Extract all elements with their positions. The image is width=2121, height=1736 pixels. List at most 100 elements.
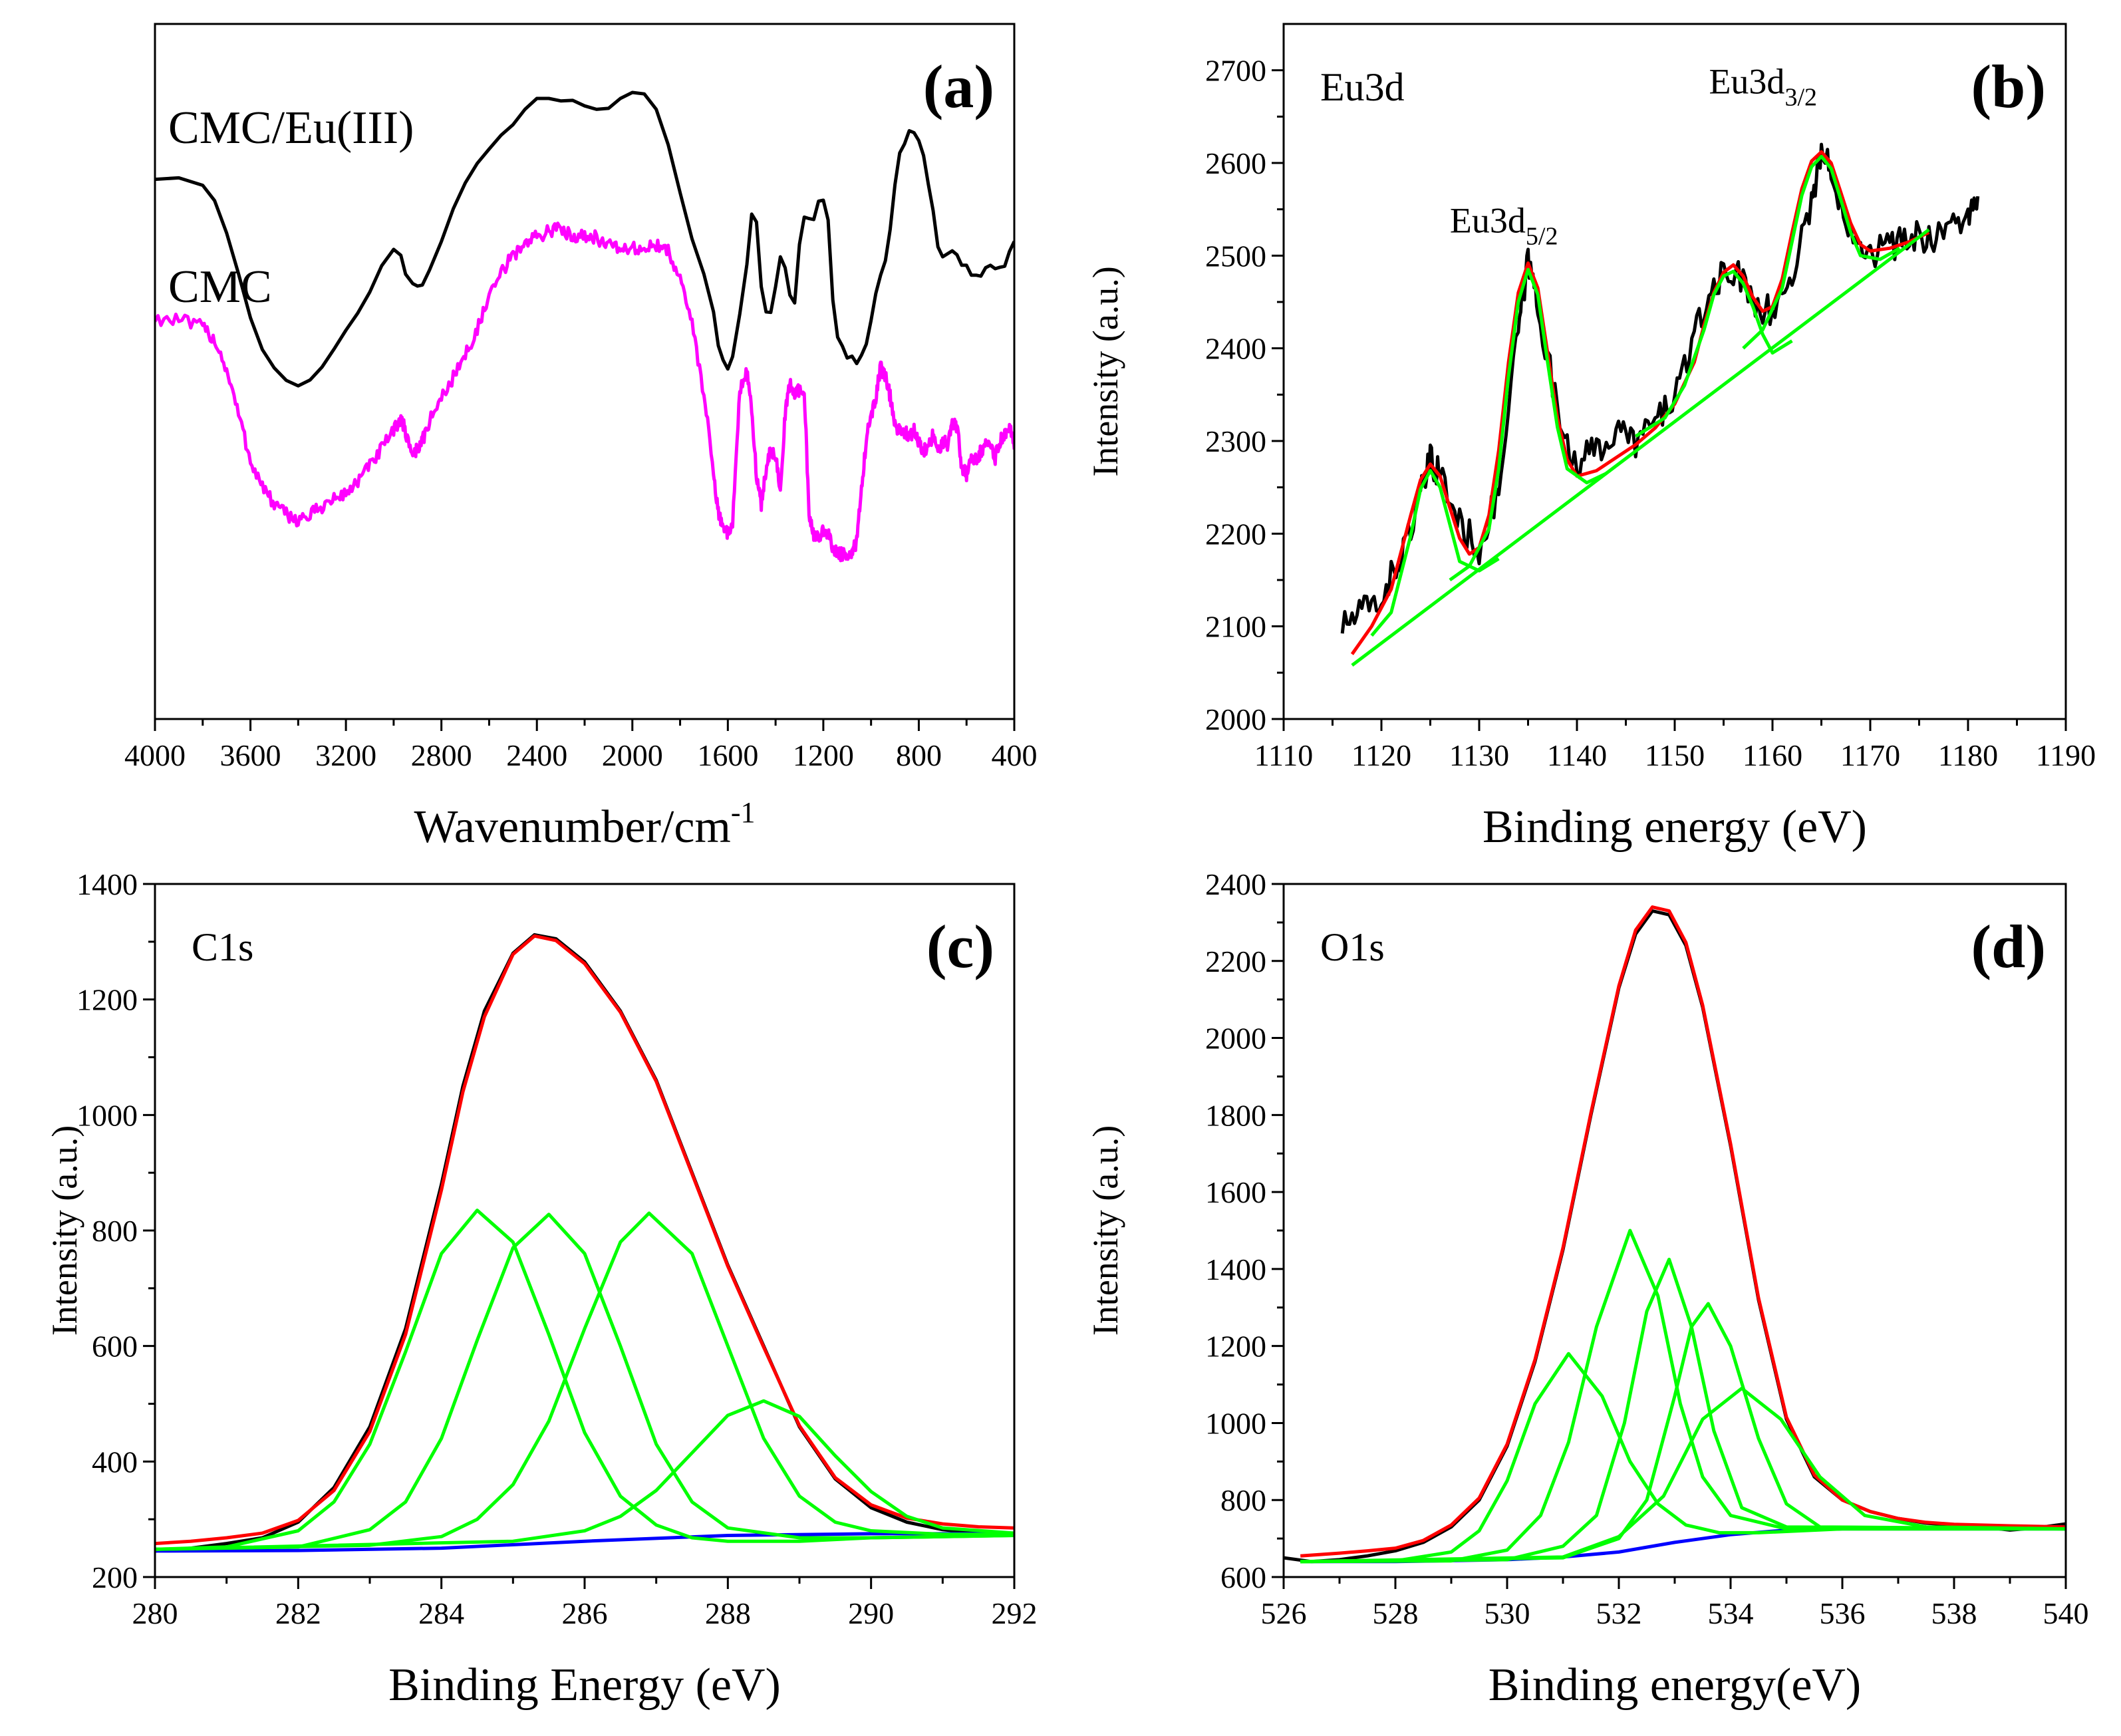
y-tick-label: 200	[92, 1560, 138, 1594]
x-tick-label: 534	[1708, 1596, 1754, 1630]
panel-c-chart: 280 282 284 286 288 290 292 200 400 600 800 1000 120…	[45, 867, 1038, 1711]
y-tick-label: 2200	[1205, 944, 1266, 978]
annotation-subscript: 3/2	[1784, 84, 1817, 112]
y-tick-label: 1200	[1205, 1330, 1266, 1364]
series-line-baseline	[155, 1532, 1014, 1553]
series-line-cmc	[155, 221, 1014, 563]
y-tick-label: 2000	[1205, 702, 1266, 736]
y-tick-label: 400	[92, 1445, 138, 1479]
x-tick-label: 282	[275, 1596, 321, 1630]
x-tick-label: 400	[992, 738, 1038, 772]
series-line-component-285-5	[155, 1213, 1014, 1551]
annotation-subscript: 5/2	[1526, 223, 1558, 251]
series-group	[155, 90, 1014, 563]
y-tick-label: 600	[92, 1330, 138, 1364]
x-tick-label: 2800	[411, 738, 472, 772]
x-tick-label: 284	[418, 1596, 464, 1630]
x-tick-label: 1140	[1547, 738, 1607, 772]
y-tick-label: 1400	[76, 867, 138, 901]
x-tick-label: 4000	[124, 738, 186, 772]
y-tick-label: 1200	[76, 983, 138, 1017]
panel-label: (c)	[926, 913, 994, 980]
series-line-component-288-5	[155, 1399, 1014, 1551]
panel-title: O1s	[1320, 925, 1385, 969]
x-tick-label: 1190	[2036, 738, 2096, 772]
x-axis-title: Binding Energy (eV)	[388, 1660, 781, 1711]
y-tick-label: 800	[1220, 1483, 1266, 1517]
series-line-cmc-eu-iii-	[155, 90, 1014, 388]
series-group	[1284, 905, 2066, 1564]
series-line-component-534-2	[1300, 1386, 2066, 1564]
x-tick-label: 288	[705, 1596, 751, 1630]
x-tick-label: 536	[1820, 1596, 1866, 1630]
series-line-fit-envelope	[1350, 150, 1930, 655]
x-tick-label: 290	[848, 1596, 894, 1630]
x-axis-title-sup: -1	[731, 796, 756, 829]
x-tick-label: 530	[1485, 1596, 1530, 1630]
x-tick-label: 1160	[1743, 738, 1802, 772]
series-line-component-532-9	[1300, 1257, 2066, 1564]
panel-b-chart: 1110 1120 1130 1140 1150 1160 1170 1180 1190 2000…	[1085, 23, 2096, 853]
x-tick-label: 1110	[1254, 738, 1314, 772]
x-tick-label: 528	[1373, 1596, 1419, 1630]
x-axis-title: Binding energy(eV)	[1488, 1660, 1862, 1711]
series-line-peak-2	[1449, 267, 1608, 582]
panel-d-chart: 526 528 530 532 534 536 538 540 600 800 1000 1200 14…	[1085, 867, 2089, 1711]
panel-label: (d)	[1971, 913, 2046, 980]
x-axis-title: Wavenumber/cm-1	[414, 796, 755, 853]
y-tick-label: 2700	[1205, 54, 1266, 88]
panel-title: C1s	[192, 925, 253, 969]
x-tick-label: 2000	[602, 738, 663, 772]
x-tick-label: 1600	[697, 738, 758, 772]
x-tick-label: 1120	[1351, 738, 1411, 772]
annotation-label: Eu3d3/2	[1709, 62, 1817, 112]
y-tick-label: 2500	[1205, 239, 1266, 273]
x-tick-label: 286	[562, 1596, 608, 1630]
plot-frame	[154, 883, 1016, 1578]
series-line-peak-3	[1634, 269, 1793, 438]
series-line-component-284-5	[155, 1209, 1014, 1551]
y-tick-label: 2200	[1205, 517, 1266, 551]
x-tick-label: 540	[2043, 1596, 2089, 1630]
y-tick-label: 2400	[1205, 867, 1266, 901]
annotation-label: CMC	[168, 261, 272, 313]
series-line-raw	[1340, 142, 1980, 634]
y-tick-label: 2000	[1205, 1022, 1266, 1056]
plot-frame	[1282, 23, 2067, 720]
x-tick-label: 532	[1596, 1596, 1642, 1630]
y-tick-label: 1600	[1205, 1175, 1266, 1209]
y-axis-title: Intensity (a.u.)	[1085, 1125, 1125, 1336]
x-tick-label: 526	[1261, 1596, 1307, 1630]
series-line-raw	[1284, 909, 2066, 1564]
y-tick-label: 2400	[1205, 332, 1266, 366]
panel-label: (a)	[923, 53, 994, 120]
panel-title: Eu3d	[1320, 65, 1405, 109]
x-tick-label: 3600	[220, 738, 281, 772]
y-tick-label: 1000	[76, 1098, 138, 1132]
series-line-component-532-2	[1300, 1229, 2066, 1564]
x-axis-title: Binding energy (eV)	[1483, 801, 1867, 853]
series-line-fit-envelope	[155, 934, 1014, 1546]
series-line-component-286-9	[155, 1211, 1014, 1551]
x-tick-label: 1130	[1449, 738, 1509, 772]
series-line-component-531-1	[1300, 1352, 2066, 1564]
x-tick-label: 1150	[1645, 738, 1705, 772]
panel-a-chart: 4000 3600 3200 2800 2400 2000 1600 1200 800 400 Wa…	[124, 23, 1038, 853]
x-tick-label: 3200	[315, 738, 376, 772]
annotation-label: Eu3d5/2	[1450, 201, 1558, 251]
x-tick-label: 538	[1931, 1596, 1977, 1630]
y-axis-title: Intensity (a.u.)	[1085, 266, 1125, 476]
panel-label: (b)	[1971, 53, 2046, 120]
x-tick-label: 800	[896, 738, 942, 772]
x-tick-label: 1180	[1938, 738, 1998, 772]
y-tick-label: 800	[92, 1214, 138, 1248]
y-tick-label: 600	[1220, 1560, 1266, 1594]
series-line-raw	[155, 933, 1014, 1553]
series-line-fit-envelope	[1300, 905, 2066, 1558]
annotation-label: CMC/Eu(III)	[168, 102, 414, 154]
series-line-peak-4	[1742, 154, 1901, 350]
y-tick-label: 2600	[1205, 146, 1266, 180]
x-tick-label: 2400	[506, 738, 567, 772]
y-tick-label: 2300	[1205, 424, 1266, 458]
